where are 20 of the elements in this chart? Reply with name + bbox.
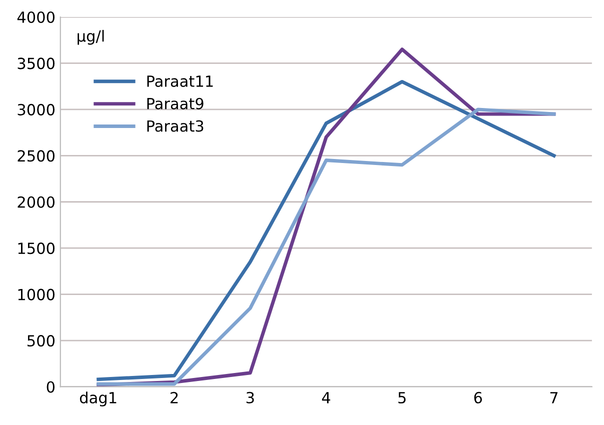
x-tick-label: 2 xyxy=(170,392,178,404)
x-tick-label: 3 xyxy=(246,392,254,404)
y-tick-label: 3500 xyxy=(18,58,55,70)
legend-label: Paraat3 xyxy=(147,120,204,132)
y-tick-label: 500 xyxy=(28,334,55,347)
y-tick-label: 2500 xyxy=(18,150,55,162)
y-tick-label: 2000 xyxy=(18,196,55,208)
y-tick-label: 4000 xyxy=(17,11,55,24)
y-tick-label: 1500 xyxy=(18,242,55,254)
x-tick-label: 5 xyxy=(398,392,406,404)
x-tick-label: 7 xyxy=(550,392,558,404)
legend-label: Paraat11 xyxy=(147,76,213,87)
y-tick-label: 3000 xyxy=(18,104,55,116)
x-tick-label: 6 xyxy=(474,392,482,404)
y-tick-label: 1000 xyxy=(18,288,55,300)
y-axis-title: µg/l xyxy=(78,30,104,45)
y-tick-label: 0 xyxy=(46,381,55,393)
x-tick-label: dag1 xyxy=(80,392,116,406)
x-tick-label: 4 xyxy=(322,392,330,404)
legend-label: Paraat9 xyxy=(147,98,204,110)
